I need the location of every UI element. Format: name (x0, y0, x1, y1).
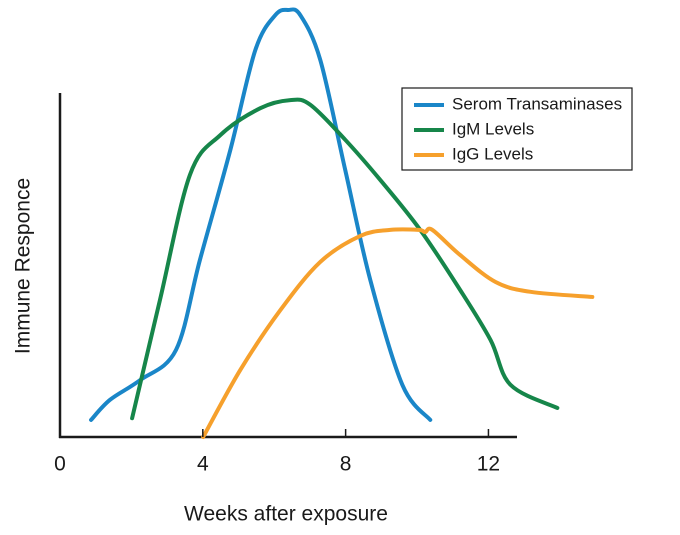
x-tick-label: 12 (477, 453, 500, 476)
x-tick-label: 8 (340, 453, 352, 476)
plot-area (89, 7, 595, 439)
x-axis-label: Weeks after exposure (184, 503, 388, 526)
legend-label: IgG Levels (452, 144, 533, 163)
x-tick-label: 4 (197, 453, 209, 476)
series-line (201, 226, 595, 439)
x-tick-label: 0 (54, 453, 66, 476)
y-axis-label: Immune Responce (12, 178, 35, 354)
series-line (130, 97, 560, 421)
legend-label: IgM Levels (452, 119, 534, 138)
legend-label: Serom Transaminases (452, 94, 622, 113)
legend: Serom Transaminases IgM Levels IgG Levels (401, 87, 633, 171)
series-line (89, 7, 433, 422)
